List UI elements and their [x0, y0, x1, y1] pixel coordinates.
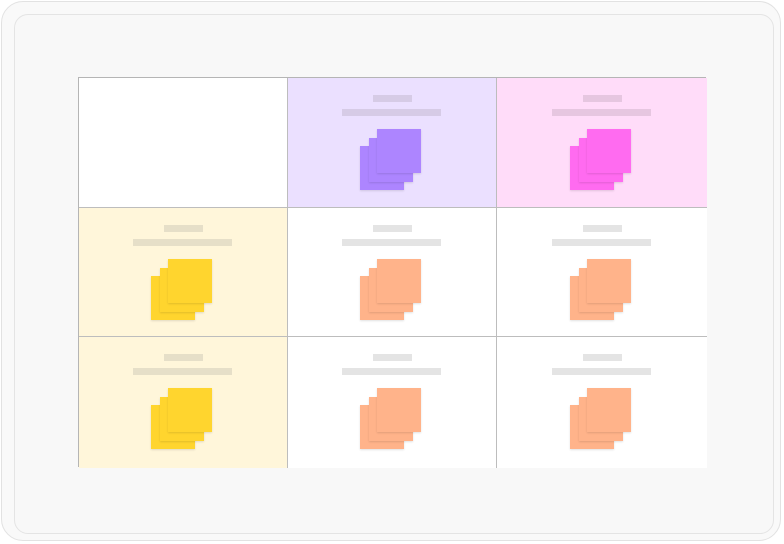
sticky-note[interactable]: [587, 388, 631, 432]
subtitle-placeholder: [552, 239, 651, 246]
grid-cell: [497, 78, 707, 208]
subtitle-placeholder: [342, 109, 441, 116]
sticky-note[interactable]: [377, 259, 421, 303]
sticky-note-stack[interactable]: [570, 259, 633, 321]
sticky-note[interactable]: [377, 129, 421, 173]
sticky-note[interactable]: [168, 388, 212, 432]
sticky-note-stack[interactable]: [151, 259, 214, 321]
grid-cell: [497, 337, 707, 468]
grid-cell: [79, 208, 288, 337]
grid-cell: [288, 337, 497, 468]
sticky-note-stack[interactable]: [151, 388, 214, 450]
grid-cell: [288, 208, 497, 337]
subtitle-placeholder: [342, 368, 441, 375]
title-placeholder: [583, 354, 622, 361]
title-placeholder: [373, 225, 412, 232]
sticky-note-stack[interactable]: [570, 388, 633, 450]
sticky-note-stack[interactable]: [360, 129, 423, 191]
grid-cell: [497, 208, 707, 337]
subtitle-placeholder: [552, 109, 651, 116]
sticky-note-stack[interactable]: [360, 259, 423, 321]
title-placeholder: [164, 354, 203, 361]
subtitle-placeholder: [342, 239, 441, 246]
subtitle-placeholder: [133, 239, 232, 246]
title-placeholder: [164, 225, 203, 232]
grid-cell: [79, 78, 288, 208]
sticky-note[interactable]: [377, 388, 421, 432]
sticky-note[interactable]: [587, 259, 631, 303]
sticky-note-stack[interactable]: [360, 388, 423, 450]
sticky-note-grid: [78, 77, 707, 468]
sticky-note[interactable]: [168, 259, 212, 303]
title-placeholder: [583, 95, 622, 102]
subtitle-placeholder: [133, 368, 232, 375]
title-placeholder: [583, 225, 622, 232]
grid-cell: [79, 337, 288, 468]
subtitle-placeholder: [552, 368, 651, 375]
title-placeholder: [373, 95, 412, 102]
sticky-note[interactable]: [587, 129, 631, 173]
title-placeholder: [373, 354, 412, 361]
sticky-note-stack[interactable]: [570, 129, 633, 191]
grid-cell: [288, 78, 497, 208]
